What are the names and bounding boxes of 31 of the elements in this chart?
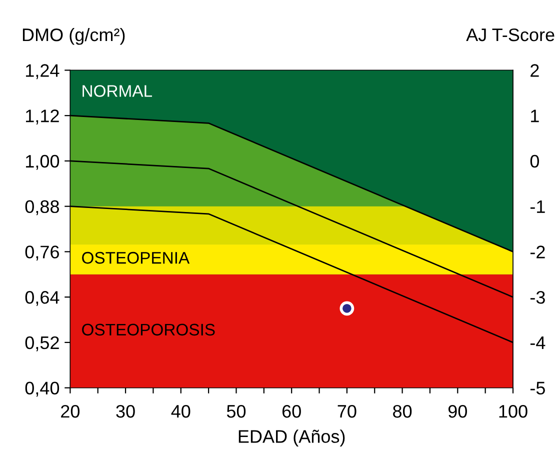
x-tick-label: 20 bbox=[61, 404, 80, 418]
x-tick-label: 100 bbox=[499, 404, 528, 418]
x-tick-label: 40 bbox=[171, 404, 190, 418]
y2-tick-label: 1 bbox=[531, 110, 539, 122]
x-axis-title: EDAD (Años) bbox=[238, 430, 345, 446]
y2-tick-label: -4 bbox=[530, 336, 546, 349]
band-label: OSTEOPENIA bbox=[82, 252, 190, 264]
y2-tick-label: 2 bbox=[530, 64, 539, 77]
x-tick-label: 60 bbox=[282, 404, 301, 418]
y-axis-title: DMO (g/cm²) bbox=[22, 28, 125, 45]
annotation: NORMAL bbox=[82, 85, 152, 97]
y-tick-label: 1,24 bbox=[26, 64, 60, 80]
x-tick-label: 30 bbox=[116, 404, 135, 418]
y-tick-label: 1,00 bbox=[26, 154, 60, 170]
y2-tick-label: -1 bbox=[530, 200, 545, 213]
y-tick-label: 0,76 bbox=[25, 246, 59, 261]
y2-tick-label: -3 bbox=[530, 291, 545, 304]
y-tick-label: 0,88 bbox=[25, 200, 59, 216]
y2-axis-title: AJ T-Score bbox=[466, 28, 554, 42]
y-tick-label: 0,64 bbox=[25, 291, 60, 306]
y2-tick-label: -5 bbox=[530, 382, 545, 395]
band-label: OSTEOPOROSIS bbox=[82, 324, 215, 336]
y-tick-label: 1,12 bbox=[26, 110, 59, 124]
y2-tick-label: 0 bbox=[530, 154, 539, 168]
y2-tick-label: -2 bbox=[530, 246, 545, 258]
x-tick-label: 80 bbox=[393, 404, 412, 418]
y-tick-label: 0,52 bbox=[25, 336, 59, 352]
x-tick-label: 90 bbox=[448, 404, 467, 418]
x-tick-label: 50 bbox=[226, 404, 246, 418]
x-tick-label: 70 bbox=[338, 404, 356, 418]
y-tick-label: 0,40 bbox=[25, 382, 60, 397]
